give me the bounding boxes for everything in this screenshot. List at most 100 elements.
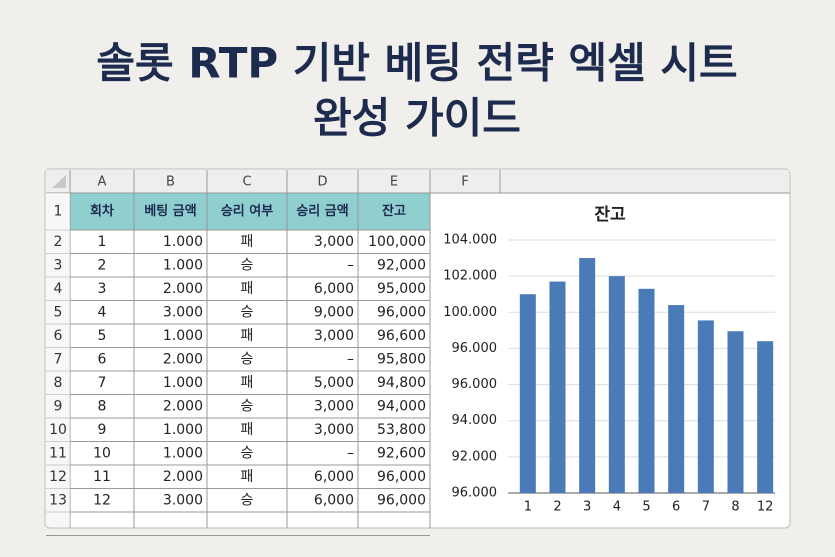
row-number: 11 [49,445,67,461]
x-tick-label: 12 [757,500,774,515]
y-tick-label: 104.000 [443,233,497,248]
row-number: 3 [54,257,63,273]
y-tick-label: 92.000 [452,449,498,464]
y-tick-label: 102.000 [443,269,497,284]
cell: 96,600 [377,328,426,344]
cell: 승 [241,304,254,320]
cell: – [347,351,354,367]
cell: 3,000 [314,328,354,344]
column-letter: A [98,175,107,190]
bar [638,288,655,493]
cell: 6,000 [314,492,354,508]
cell: 92,000 [377,257,426,273]
cell: 94,800 [377,375,426,391]
cell: 1.000 [163,234,203,250]
cell: 1.000 [163,422,203,438]
bar [579,258,596,493]
cell: 패 [241,281,254,297]
cell: 96,000 [377,304,426,320]
cell: 1.000 [163,257,203,273]
corner-triangle [52,175,66,188]
x-tick-label: 8 [731,500,739,515]
cell: 패 [241,469,254,485]
column-letter: C [242,175,251,190]
row-number: 13 [49,492,67,508]
cell: 95,800 [377,351,426,367]
cell: 2 [98,257,107,273]
cell: 승 [241,445,254,461]
cell: 패 [241,234,254,250]
cell: 2.000 [163,281,203,297]
cell: 9 [98,422,107,438]
bar [668,305,685,493]
x-tick-label: 1 [524,500,532,515]
cell: 승 [241,492,254,508]
column-letter: B [166,175,175,190]
cell: 96,000 [377,469,426,485]
column-header: 회차 [90,203,114,219]
bar [697,320,714,493]
cell: 패 [241,328,254,344]
row-number: 4 [54,281,63,297]
row-number: 12 [49,469,67,485]
x-tick-label: 7 [702,500,710,515]
cell: 8 [98,398,107,414]
row-number: 6 [54,328,63,344]
cell: 11 [93,469,111,485]
cell: 패 [241,375,254,391]
row-number: 2 [54,234,63,250]
cell: 5,000 [314,375,354,391]
cell: 승 [241,398,254,414]
sheet [44,168,791,529]
cell: 3,000 [314,234,354,250]
page-title: 솔롯 RTP 기반 베팅 전략 엑셀 시트 [96,39,737,88]
row-number: 5 [54,304,63,320]
cell: 3.000 [163,304,203,320]
cell: 6 [98,351,107,367]
cell: 1.000 [163,445,203,461]
x-tick-label: 2 [553,500,561,515]
x-tick-label: 4 [613,500,621,515]
cell: – [347,257,354,273]
cell: 92,600 [377,445,426,461]
cell: 96,000 [377,492,426,508]
cell: 3 [98,281,107,297]
row-number: 7 [54,351,63,367]
cell: 1.000 [163,375,203,391]
y-tick-label: 96.000 [452,377,498,392]
cell: 9,000 [314,304,354,320]
cell: 94,000 [377,398,426,414]
x-tick-label: 6 [672,500,680,515]
bar [549,281,566,493]
cell: 10 [93,445,111,461]
column-header: 베팅 금액 [144,203,196,219]
y-tick-label: 94.000 [452,413,498,428]
column-header: 잔고 [382,203,406,219]
cell: 5 [98,328,107,344]
y-tick-label: 100.000 [443,305,497,320]
column-letter: F [461,175,468,190]
rownum-bar [46,193,70,527]
cell: 2.000 [163,469,203,485]
column-header: 승리 금액 [296,203,348,219]
cell: 패 [241,422,254,438]
x-tick-label: 3 [583,500,591,515]
bar [519,294,536,493]
chart-title: 잔고 [594,205,626,225]
cell: 6,000 [314,281,354,297]
cell: 100,000 [368,234,426,250]
y-tick-label: 96.000 [452,341,498,356]
cell: 승 [241,351,254,367]
column-header: 승리 여부 [221,203,273,219]
row-number: 8 [54,375,63,391]
row-number: 1 [54,204,63,220]
row-number: 9 [54,398,63,414]
cell: 12 [93,492,111,508]
cell: 4 [98,304,107,320]
cell: 53,800 [377,422,426,438]
cell: 2.000 [163,351,203,367]
column-header-bar [46,170,789,193]
bar [727,331,744,493]
column-letter: D [317,175,327,190]
